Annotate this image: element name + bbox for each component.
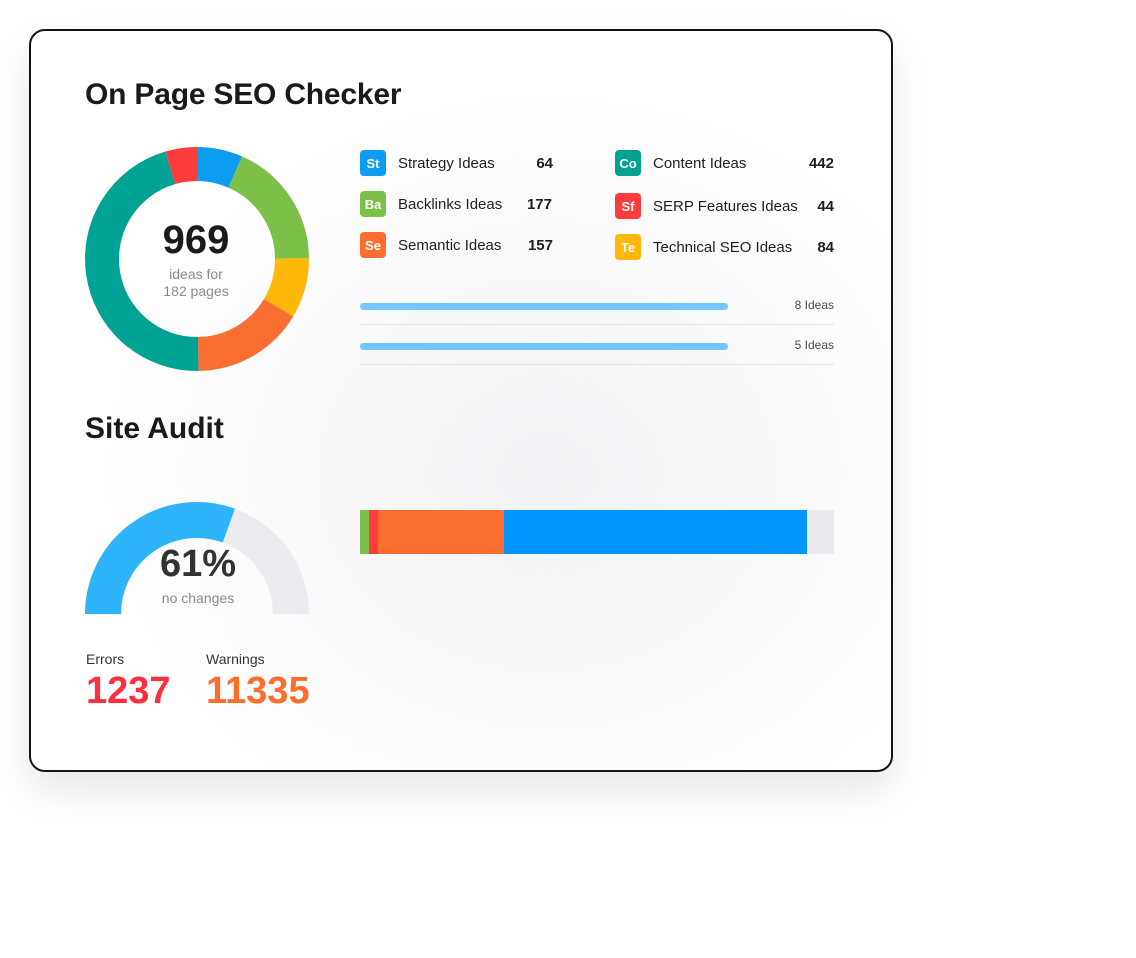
errors-label: Errors [86, 651, 125, 667]
donut-segment [85, 151, 199, 371]
warnings-label: Warnings [206, 651, 265, 667]
progress-fill-2 [360, 343, 728, 350]
category-value: 442 [808, 155, 834, 172]
donut-segment [165, 147, 198, 185]
legend-item: Te Technical SEO Ideas 84 [615, 234, 834, 260]
donut-segment [263, 257, 309, 317]
dashboard-card [29, 29, 893, 772]
legend-item: Ba Backlinks Ideas 177 [360, 191, 552, 217]
progress-label-1: 8 Ideas [794, 298, 834, 312]
category-badge: Te [615, 234, 641, 260]
legend-item: Co Content Ideas 442 [615, 150, 834, 176]
category-badge: Co [615, 150, 641, 176]
stack-segment [369, 510, 378, 554]
progress-bar-1 [360, 303, 728, 310]
category-badge: Sf [615, 193, 641, 219]
category-value: 44 [817, 198, 834, 215]
errors-value: 1237 [86, 670, 171, 712]
category-value: 177 [526, 196, 552, 213]
category-label: SERP Features Ideas [653, 198, 798, 215]
seo-checker-title: On Page SEO Checker [85, 78, 402, 111]
divider [360, 364, 834, 365]
stack-segment [360, 510, 370, 554]
category-label: Content Ideas [653, 155, 747, 172]
category-badge: Ba [360, 191, 386, 217]
divider [360, 324, 834, 325]
ideas-for-label: ideas for [169, 266, 223, 282]
progress-label-2: 5 Ideas [794, 338, 834, 352]
legend-item: Se Semantic Ideas 157 [360, 232, 553, 258]
category-label: Technical SEO Ideas [653, 239, 793, 256]
warnings-value: 11335 [206, 670, 310, 712]
ideas-donut-chart [85, 147, 309, 371]
category-label: Strategy Ideas [398, 155, 495, 172]
pages-count-label: 182 pages [163, 283, 229, 299]
ideas-total: 969 [162, 218, 230, 262]
donut-segment [227, 156, 309, 260]
category-value: 157 [527, 237, 553, 254]
audit-percent-sub: no changes [161, 590, 235, 606]
progress-bar-2 [360, 343, 728, 350]
category-value: 64 [536, 155, 553, 172]
progress-fill-1 [360, 303, 728, 310]
legend-item: St Strategy Ideas 64 [360, 150, 553, 176]
stack-segment [377, 510, 504, 554]
site-audit-title: Site Audit [85, 412, 224, 445]
category-badge: Se [360, 232, 386, 258]
gauge-fill [85, 502, 235, 614]
category-value: 84 [817, 239, 834, 256]
issues-stacked-bar [360, 510, 834, 554]
category-badge: St [360, 150, 386, 176]
legend-item: Sf SERP Features Ideas 44 [615, 193, 834, 219]
category-label: Backlinks Ideas [398, 196, 503, 213]
audit-percent: 61% [159, 543, 237, 585]
category-label: Semantic Ideas [398, 237, 502, 254]
donut-segment [196, 147, 243, 188]
stack-segment [503, 510, 807, 554]
donut-segment [197, 298, 294, 371]
audit-gauge [85, 502, 309, 614]
ideas-subtitle: ideas for 182 pages [98, 266, 294, 300]
